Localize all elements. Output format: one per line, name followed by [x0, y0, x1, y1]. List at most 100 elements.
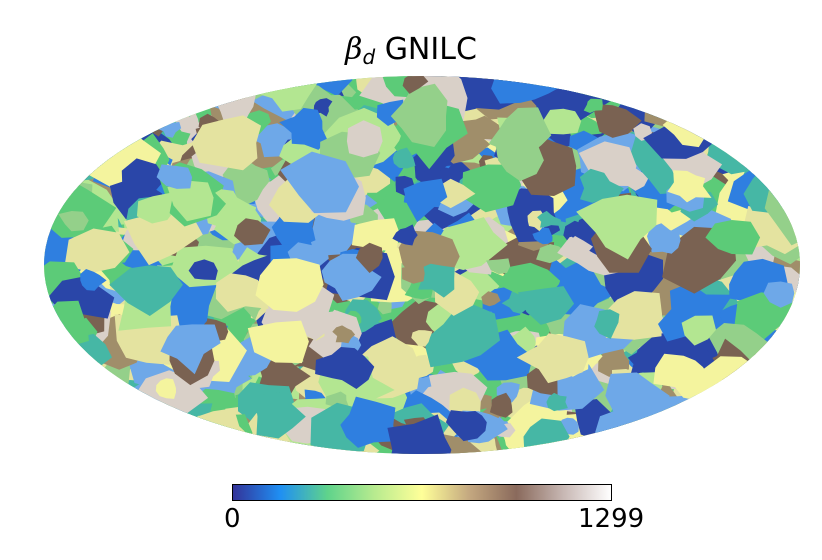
map-patch	[332, 325, 356, 344]
map-patch	[753, 127, 800, 169]
title-symbol: β	[345, 32, 363, 67]
map-patch	[680, 412, 728, 454]
map-patch	[751, 359, 790, 401]
map-patch	[758, 132, 785, 156]
map-patch	[423, 300, 500, 368]
map-patch	[647, 223, 681, 254]
map-patch	[722, 420, 751, 439]
map-patch	[679, 104, 707, 129]
map-patch	[501, 291, 530, 314]
map-patch	[104, 405, 148, 437]
map-patch	[486, 258, 511, 274]
map-patch	[746, 348, 800, 390]
map-patch	[770, 337, 800, 374]
map-patch	[121, 401, 149, 433]
map-patch	[735, 110, 798, 173]
map-patch	[234, 218, 271, 246]
map-patch	[44, 76, 82, 97]
map-patch	[567, 236, 593, 260]
map-patch	[646, 81, 686, 119]
map-patch	[536, 244, 568, 264]
map-patch	[736, 403, 800, 454]
map-patch	[653, 85, 686, 114]
map-patch	[355, 242, 383, 273]
map-patch	[346, 120, 383, 158]
map-patch	[44, 343, 64, 361]
map-patch	[73, 104, 127, 148]
map-patch	[168, 415, 210, 454]
map-patch	[708, 428, 739, 453]
map-patch	[763, 281, 795, 308]
map-patch	[108, 413, 157, 451]
map-patch	[81, 88, 120, 133]
map-patch	[109, 265, 183, 316]
map-patch	[459, 115, 505, 144]
colorbar	[232, 484, 612, 501]
map-patch	[542, 108, 582, 135]
map-patch	[594, 309, 620, 339]
map-patch	[702, 390, 723, 408]
colorbar-min-label: 0	[224, 504, 241, 534]
map-patch	[197, 430, 223, 448]
title-subscript: d	[362, 45, 376, 69]
map-patch	[418, 263, 455, 298]
map-patch	[121, 158, 166, 195]
map-patch	[583, 98, 603, 113]
map-patch	[716, 76, 789, 118]
map-patch	[516, 333, 589, 384]
map-patch	[613, 442, 633, 454]
map-patch	[747, 415, 785, 450]
map-patch	[709, 76, 742, 110]
title-text: GNILC	[384, 32, 477, 67]
map-patch	[141, 96, 168, 120]
map-patch	[576, 194, 658, 260]
map-patch	[254, 391, 306, 439]
map-patch	[518, 286, 575, 325]
map-patch	[160, 411, 199, 444]
map-patch	[280, 151, 359, 214]
map-patch	[494, 138, 544, 182]
map-patch	[155, 378, 176, 399]
map-patch	[191, 115, 262, 171]
map-patch	[750, 135, 778, 155]
map-patch	[78, 377, 130, 430]
map-patch	[728, 369, 759, 400]
map-patch	[692, 83, 751, 130]
map-patch	[247, 320, 309, 364]
map-patch	[636, 417, 703, 454]
map-patch	[58, 211, 89, 232]
map-patch	[46, 170, 69, 198]
map-patch	[461, 164, 521, 213]
map-patch	[742, 86, 800, 134]
map-patches	[44, 76, 800, 454]
map-patch	[146, 76, 209, 112]
map-patch	[325, 391, 350, 408]
map-patch	[339, 349, 356, 367]
map-patch	[705, 387, 775, 447]
map-patch	[647, 420, 695, 454]
map-patch	[705, 220, 761, 255]
map-patch	[730, 369, 785, 425]
map-patch	[74, 376, 127, 426]
map-patch	[72, 76, 113, 105]
map-patch	[765, 430, 783, 452]
map-patch	[696, 83, 749, 132]
colorbar-max-label: 1299	[578, 504, 645, 534]
map-patch	[321, 253, 382, 301]
map-patch	[707, 426, 740, 454]
map-patch	[653, 353, 709, 402]
map-patch	[83, 388, 108, 408]
map-patch	[167, 180, 214, 222]
map-patch	[758, 370, 783, 386]
map-patch	[721, 413, 793, 454]
map-patch	[351, 218, 401, 253]
map-patch	[160, 324, 221, 375]
map-patch	[44, 105, 110, 168]
map-patch	[188, 259, 218, 280]
map-patch	[279, 107, 328, 150]
map-patch	[750, 412, 800, 454]
map-patch	[100, 411, 121, 432]
map-patch	[340, 396, 396, 448]
map-patch	[532, 227, 553, 245]
